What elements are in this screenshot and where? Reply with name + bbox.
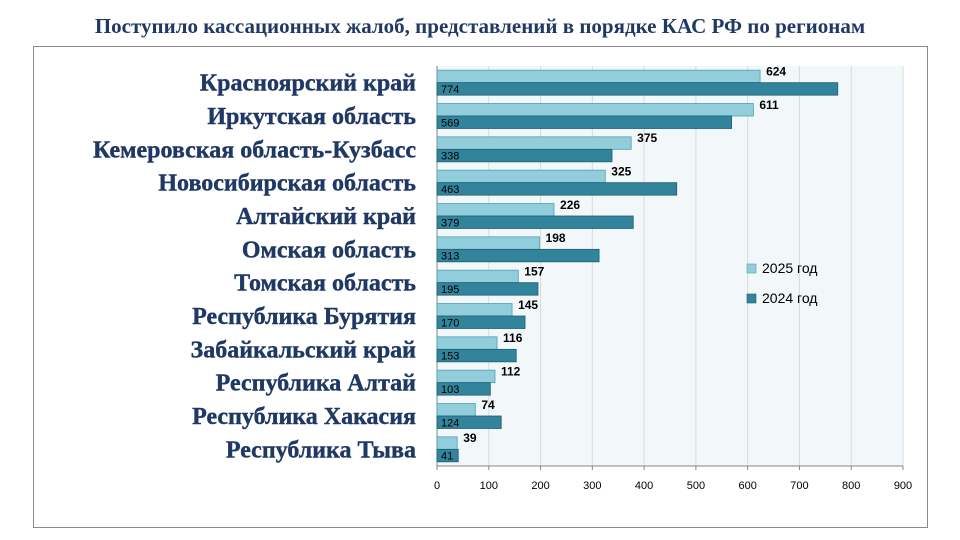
x-tick-label: 0: [434, 480, 440, 492]
bar-2025: [436, 203, 555, 217]
data-label-2024: 569: [441, 117, 459, 129]
bar-2025: [436, 303, 513, 317]
category-label: Забайкальский край: [191, 337, 417, 363]
data-label-2024: 338: [441, 151, 459, 163]
category-label: Омская область: [242, 237, 416, 263]
bar-2024: [436, 382, 491, 396]
x-tick-label: 700: [790, 480, 808, 492]
x-tick-label: 200: [531, 480, 549, 492]
data-label-2024: 153: [441, 351, 459, 363]
data-label-2024: 170: [441, 317, 459, 329]
chart-title: Поступило кассационных жалоб, представле…: [94, 14, 866, 38]
bar-2024: [436, 415, 502, 429]
x-tick-label: 800: [842, 480, 860, 492]
category-label: Красноярский край: [200, 71, 416, 97]
data-label-2025: 145: [518, 298, 538, 312]
plot-background: [437, 66, 903, 466]
data-label-2024: 103: [441, 384, 459, 396]
bar-2025: [436, 236, 540, 250]
data-label-2025: 112: [501, 364, 521, 378]
legend-label-2025: 2025 год: [762, 260, 817, 276]
bar-2025: [436, 136, 632, 150]
bar-2024: [436, 348, 517, 363]
plot-area: 0 100 200 300 400 500 600 700 800 900 624 774 611 569…: [434, 64, 912, 492]
category-label: Республика Хакасия: [192, 404, 416, 430]
x-tick-label: 600: [738, 480, 756, 492]
bar-2025: [436, 336, 498, 350]
category-label: Алтайский край: [236, 204, 416, 230]
category-label: Республика Тыва: [226, 437, 416, 463]
category-labels: Красноярский край Иркутская область Кемеро…: [93, 70, 417, 463]
data-label-2024: 313: [441, 251, 459, 263]
legend: 2025 год 2024 год: [746, 260, 817, 306]
data-label-2025: 157: [524, 264, 544, 278]
data-label-2024: 379: [441, 217, 459, 229]
legend-label-2024: 2024 год: [762, 290, 817, 306]
bar-2024: [436, 315, 526, 329]
category-label: Республика Бурятия: [192, 304, 416, 330]
category-label: Томская область: [234, 271, 416, 297]
bar-2024: [436, 82, 839, 96]
data-label-2024: 195: [441, 284, 459, 296]
category-label: Новосибирская область: [158, 171, 416, 197]
data-label-2024: 41: [441, 451, 453, 463]
bar-2025: [436, 103, 754, 117]
category-label: Республика Алтай: [216, 371, 416, 397]
x-tick-label: 400: [635, 480, 653, 492]
category-label: Иркутская область: [207, 104, 416, 130]
bar-2024: [436, 248, 600, 263]
data-label-2025: 611: [759, 98, 779, 112]
category-label: Кемеровская область-Кузбасс: [93, 137, 416, 163]
x-tick-label: 100: [480, 480, 498, 492]
bar-2024: [436, 448, 459, 463]
bar-2024: [436, 215, 634, 229]
data-label-2025: 375: [637, 131, 657, 145]
legend-swatch-2025: [746, 263, 757, 274]
data-label-2024: 463: [441, 184, 459, 196]
bar-2025: [436, 436, 458, 450]
bar-2025: [436, 403, 476, 417]
bar-2024: [436, 115, 733, 129]
bar-2025: [436, 169, 606, 184]
bar-2024: [436, 148, 613, 163]
data-label-2025: 39: [463, 431, 477, 445]
data-label-2025: 624: [766, 64, 786, 78]
x-tick-label: 900: [894, 480, 912, 492]
bar-2025: [436, 269, 519, 284]
data-label-2025: 226: [560, 198, 580, 212]
data-label-2025: 325: [611, 164, 631, 178]
bar-2025: [436, 69, 761, 84]
data-label-2025: 116: [503, 331, 523, 345]
bar-2024: [436, 182, 678, 196]
data-label-2024: 124: [441, 417, 459, 429]
bar-2025: [436, 369, 496, 384]
bar-2024: [436, 282, 539, 296]
data-label-2025: 198: [546, 231, 566, 245]
x-tick-label: 500: [687, 480, 705, 492]
data-label-2024: 774: [441, 84, 459, 96]
legend-swatch-2024: [746, 293, 757, 304]
data-label-2025: 74: [481, 398, 495, 412]
x-tick-label: 300: [583, 480, 601, 492]
